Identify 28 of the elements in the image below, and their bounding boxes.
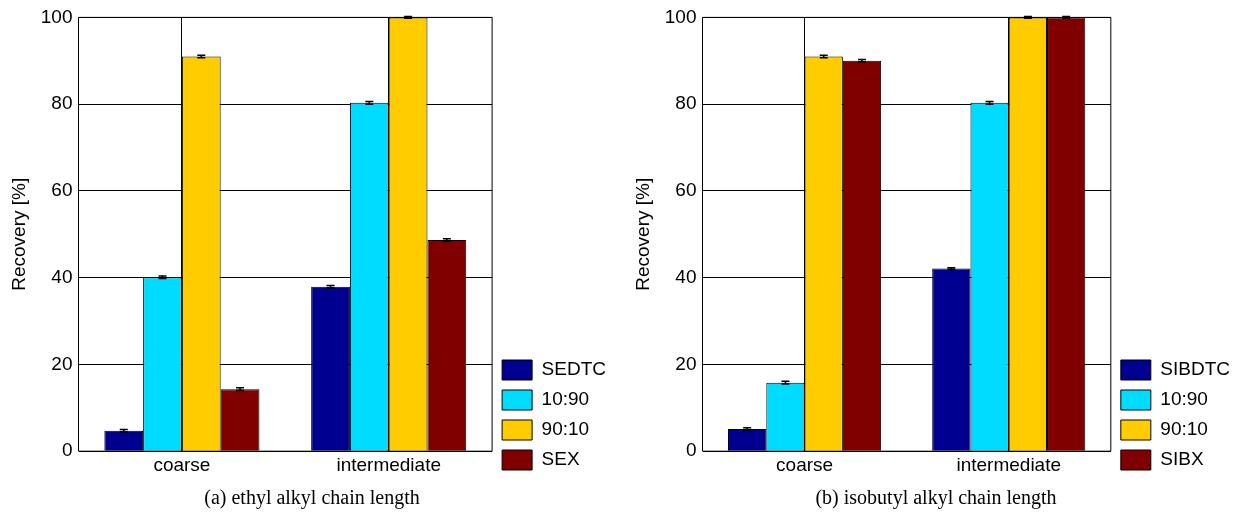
y-tick-label: 100 bbox=[40, 5, 73, 27]
legend-label: 90:10 bbox=[541, 418, 590, 440]
y-tick-label: 40 bbox=[51, 265, 73, 287]
y-tick-label: 60 bbox=[51, 179, 73, 201]
legend-label: SEDTC bbox=[541, 358, 607, 380]
y-tick-label: 0 bbox=[685, 439, 697, 461]
y-tick-label: 80 bbox=[675, 92, 697, 114]
y-axis-title: Recovery [%] bbox=[7, 177, 29, 291]
y-tick-label: 60 bbox=[675, 179, 697, 201]
legend-label: SEX bbox=[541, 448, 580, 470]
y-tick-label: 20 bbox=[51, 352, 73, 374]
text: (b) isobutyl alkyl chain length bbox=[814, 486, 1058, 509]
text: (a) ethyl alkyl chain length bbox=[203, 486, 421, 509]
x-tick-label: coarse bbox=[153, 453, 211, 475]
y-tick-label: 80 bbox=[51, 92, 73, 114]
legend-label: 10:90 bbox=[541, 388, 590, 410]
legend-label: SIBX bbox=[1160, 448, 1204, 470]
x-tick-label: intermediate bbox=[956, 453, 1062, 475]
legend-label: 10:90 bbox=[1160, 388, 1208, 410]
legend-label: SIBDTC bbox=[1160, 358, 1231, 380]
y-tick-label: 0 bbox=[61, 439, 73, 461]
y-tick-label: 100 bbox=[664, 5, 697, 27]
legend-label: 90:10 bbox=[1160, 418, 1208, 440]
y-tick-label: 20 bbox=[675, 352, 697, 374]
y-tick-label: 40 bbox=[675, 265, 697, 287]
x-tick-label: coarse bbox=[776, 453, 834, 475]
y-axis-title: Recovery [%] bbox=[631, 177, 653, 291]
x-tick-label: intermediate bbox=[336, 453, 441, 475]
